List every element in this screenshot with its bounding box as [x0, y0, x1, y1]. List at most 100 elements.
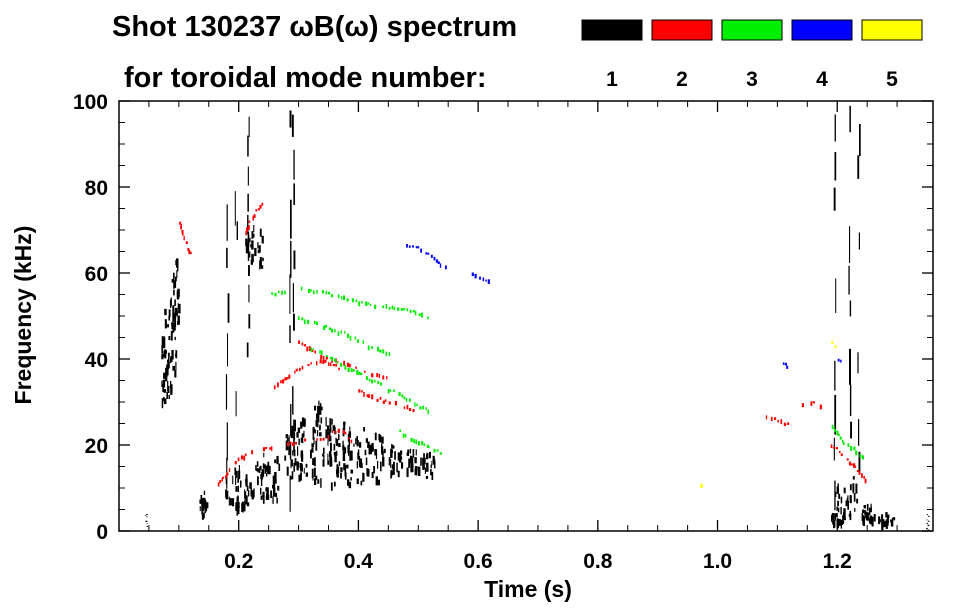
mode-1-speck	[335, 450, 338, 456]
mode-1-speck	[246, 485, 249, 491]
mode-1-speck	[431, 460, 433, 466]
mode-1-speck	[397, 452, 400, 461]
mode-3-point	[336, 361, 338, 364]
mode-3-point	[409, 309, 412, 313]
mode-4-track	[782, 362, 789, 369]
mode-1-streak	[857, 352, 859, 374]
mode-4-point	[415, 246, 418, 249]
mode-1-speck	[161, 336, 164, 346]
mode-1-speck	[394, 451, 396, 460]
mode-2-point	[366, 394, 369, 398]
mode-1-speck	[177, 261, 179, 272]
mode-1-speck	[371, 472, 374, 479]
mode-5-point	[831, 340, 834, 345]
mode-1-speck	[374, 449, 377, 456]
mode-1-speck	[866, 512, 869, 521]
mode-1-speck	[313, 437, 315, 445]
mode-3-point	[323, 325, 326, 330]
mode-1-streak	[850, 421, 852, 439]
mode-1-speck	[166, 324, 169, 328]
mode-1-speck	[855, 483, 858, 494]
mode-1-speck	[296, 461, 299, 466]
mode-1-speck	[856, 498, 859, 504]
mode-1-speck	[235, 470, 238, 478]
mode-3-point	[355, 299, 358, 303]
mode-1-speck	[866, 503, 869, 511]
mode-3-point	[281, 290, 283, 295]
mode-1-streak	[859, 124, 861, 156]
mode-1-speck	[260, 478, 263, 486]
mode-1-speck	[357, 449, 360, 455]
mode-1-streak	[146, 514, 148, 515]
mode-3-point	[861, 455, 864, 460]
y-tick-label: 40	[85, 349, 108, 372]
mode-2-point	[408, 408, 412, 411]
mode-2-point	[280, 380, 282, 384]
mode-3-point	[367, 302, 370, 305]
mode-1-streak	[226, 422, 228, 461]
legend: 1 2 3 4 5	[581, 19, 923, 91]
x-axis-label: Time (s)	[484, 576, 572, 602]
mode-1-speck	[265, 487, 268, 492]
mode-2-point	[358, 389, 361, 393]
mode-1-streak	[246, 342, 249, 358]
mode-2-point	[252, 215, 255, 221]
mode-1-blob	[370, 432, 386, 486]
mode-1-speck	[168, 362, 170, 369]
mode-1-streak	[293, 183, 295, 205]
mode-1-speck	[316, 413, 318, 420]
mode-2-point	[363, 392, 365, 397]
mode-1-blob	[199, 490, 209, 520]
series-mode-2	[179, 202, 867, 487]
mode-1-speck	[258, 245, 261, 253]
mode-1-speck	[162, 338, 166, 349]
mode-1-speck	[285, 434, 289, 439]
mode-1-speck	[844, 516, 846, 521]
mode-1-speck	[204, 506, 207, 514]
mode-1-speck	[314, 478, 317, 485]
mode-2-point	[861, 473, 863, 478]
mode-3-point	[344, 331, 346, 334]
mode-1-speck	[225, 489, 228, 498]
mode-3-point	[406, 308, 409, 312]
mode-1-speck	[301, 417, 305, 427]
mode-3-point	[426, 444, 429, 448]
mode-2-point	[265, 447, 268, 449]
mode-1-speck	[234, 467, 237, 476]
mode-1-speck	[168, 336, 171, 341]
mode-1-speck	[380, 461, 382, 472]
mode-2-point	[189, 251, 192, 255]
mode-2-point	[329, 362, 332, 367]
mode-3-point	[324, 324, 328, 328]
mode-1-speck	[290, 459, 292, 469]
x-tick-label: 0.6	[464, 550, 493, 573]
mode-1-speck	[344, 467, 347, 477]
mode-1-speck	[245, 244, 249, 254]
mode-1-speck	[260, 495, 263, 500]
mode-3-point	[418, 441, 420, 446]
mode-1-streak	[858, 232, 860, 250]
mode-1-speck	[290, 459, 293, 467]
mode-1-speck	[257, 468, 261, 473]
mode-2-point	[376, 373, 379, 378]
mode-2-point	[863, 475, 865, 479]
mode-3-point	[385, 351, 387, 357]
mode-3-point	[413, 439, 415, 444]
mode-1-speck	[173, 272, 175, 280]
mode-1-speck	[169, 300, 172, 308]
mode-1-speck	[259, 466, 261, 473]
mode-1-speck	[167, 385, 170, 393]
mode-1-speck	[834, 491, 837, 497]
mode-1-speck	[276, 455, 279, 465]
mode-1-speck	[383, 448, 386, 454]
mode-1-blob	[163, 279, 178, 400]
mode-4-point	[439, 263, 442, 268]
mode-2-point	[371, 394, 374, 400]
mode-1-speck	[347, 444, 350, 453]
mode-3-track	[399, 429, 442, 455]
mode-1-speck	[831, 513, 835, 520]
mode-2-point	[780, 419, 783, 425]
mode-1-speck	[294, 432, 296, 440]
mode-3-point	[357, 339, 360, 343]
mode-2-point	[332, 430, 334, 433]
